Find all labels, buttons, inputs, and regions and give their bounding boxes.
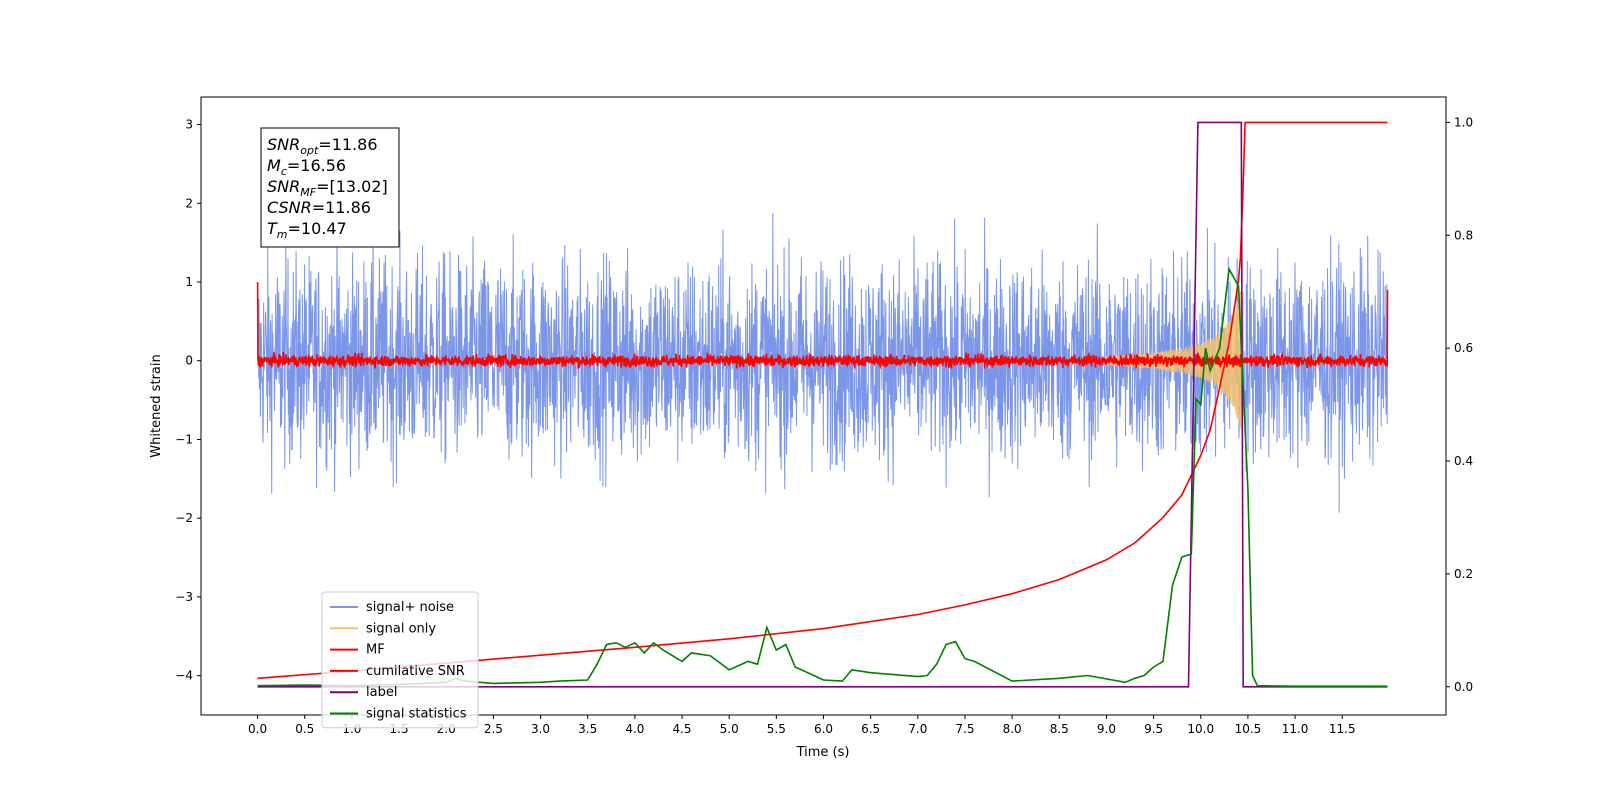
legend-label: signal statistics (366, 707, 467, 722)
legend-label: MF (366, 643, 385, 658)
legend: signal+ noise signal only MF cumilative SNR… (321, 591, 479, 729)
x-tick-label: 3.0 (531, 722, 550, 736)
x-tick-label: 4.5 (672, 722, 691, 736)
y-tick-label: −3 (175, 590, 193, 604)
y2-tick-label: 1.0 (1454, 115, 1473, 129)
legend-label: signal+ noise (366, 600, 454, 615)
y-tick-label: 0 (185, 354, 193, 368)
series-signal-statistics-line (257, 266, 1388, 687)
y-tick-label: −2 (175, 511, 193, 525)
y2-tick-label: 0.2 (1454, 567, 1473, 581)
annotation-line: Tm=10.47 (267, 219, 347, 241)
series-mf-line (256, 281, 1389, 370)
y-tick-label: 2 (185, 196, 193, 210)
legend-label: label (366, 685, 397, 700)
x-axis-label: Time (s) (796, 745, 850, 760)
y-tick-label: −4 (175, 669, 193, 683)
y-tick-label: 1 (185, 275, 193, 289)
x-tick-label: 0.5 (295, 722, 314, 736)
x-tick-label: 7.5 (955, 722, 974, 736)
series-label (257, 121, 1388, 688)
y2-tick-label: 0.0 (1454, 680, 1473, 694)
series-label-line (257, 121, 1388, 688)
x-tick-label: 5.0 (720, 722, 739, 736)
annotation-line: Mc=16.56 (267, 156, 346, 178)
x-tick-label: 2.5 (484, 722, 503, 736)
annotation-frame (260, 127, 400, 248)
series-cumilative-snr (257, 121, 1388, 680)
x-tick-label: 7.0 (908, 722, 927, 736)
y-axis-ticks: 3 2 1 0 −1 −2 −3 −4 (175, 118, 201, 683)
legend-frame (321, 591, 479, 729)
y2-axis-ticks: 1.0 0.8 0.6 0.4 0.2 0.0 (1446, 115, 1473, 694)
legend-label: signal only (366, 621, 436, 636)
x-tick-label: 9.0 (1097, 722, 1116, 736)
annotation-line: CSNR=11.86 (267, 198, 371, 217)
x-tick-label: 5.5 (767, 722, 786, 736)
x-tick-label: 10.5 (1235, 722, 1262, 736)
plot-layer (256, 121, 1389, 688)
y-tick-label: 3 (185, 118, 193, 132)
y2-tick-label: 0.4 (1454, 454, 1473, 468)
series-cumilative-snr-line (257, 121, 1388, 680)
y-axis-label: Whitened strain (149, 354, 164, 457)
x-tick-label: 10.0 (1187, 722, 1214, 736)
series-signal-statistics (257, 266, 1388, 687)
y-tick-label: −1 (175, 432, 193, 446)
y2-tick-label: 0.6 (1454, 341, 1473, 355)
annotation-line: SNRMF=[13.02] (267, 177, 388, 199)
x-tick-label: 6.0 (814, 722, 833, 736)
series-mf (256, 281, 1389, 370)
x-tick-label: 8.5 (1050, 722, 1069, 736)
annotation-line: SNRopt=11.86 (267, 135, 378, 157)
x-tick-label: 9.5 (1144, 722, 1163, 736)
series-signal-noise-line (257, 213, 1388, 513)
x-tick-label: 8.0 (1003, 722, 1022, 736)
x-axis-ticks: 0.0 0.5 1.0 1.5 2.0 2.5 3.0 3.5 4.0 4.5 5.0 5.5 6.0 6… (248, 715, 1356, 736)
x-tick-label: 4.0 (625, 722, 644, 736)
series-signal-noise (257, 213, 1388, 513)
x-tick-label: 6.5 (861, 722, 880, 736)
x-tick-label: 0.0 (248, 722, 267, 736)
legend-label: cumilative SNR (366, 664, 465, 679)
annotation-box: SNRopt=11.86Mc=16.56SNRMF=[13.02]CSNR=11… (260, 127, 400, 248)
x-tick-label: 11.5 (1329, 722, 1356, 736)
x-tick-label: 3.5 (578, 722, 597, 736)
x-tick-label: 11.0 (1282, 722, 1309, 736)
y2-tick-label: 0.8 (1454, 228, 1473, 242)
